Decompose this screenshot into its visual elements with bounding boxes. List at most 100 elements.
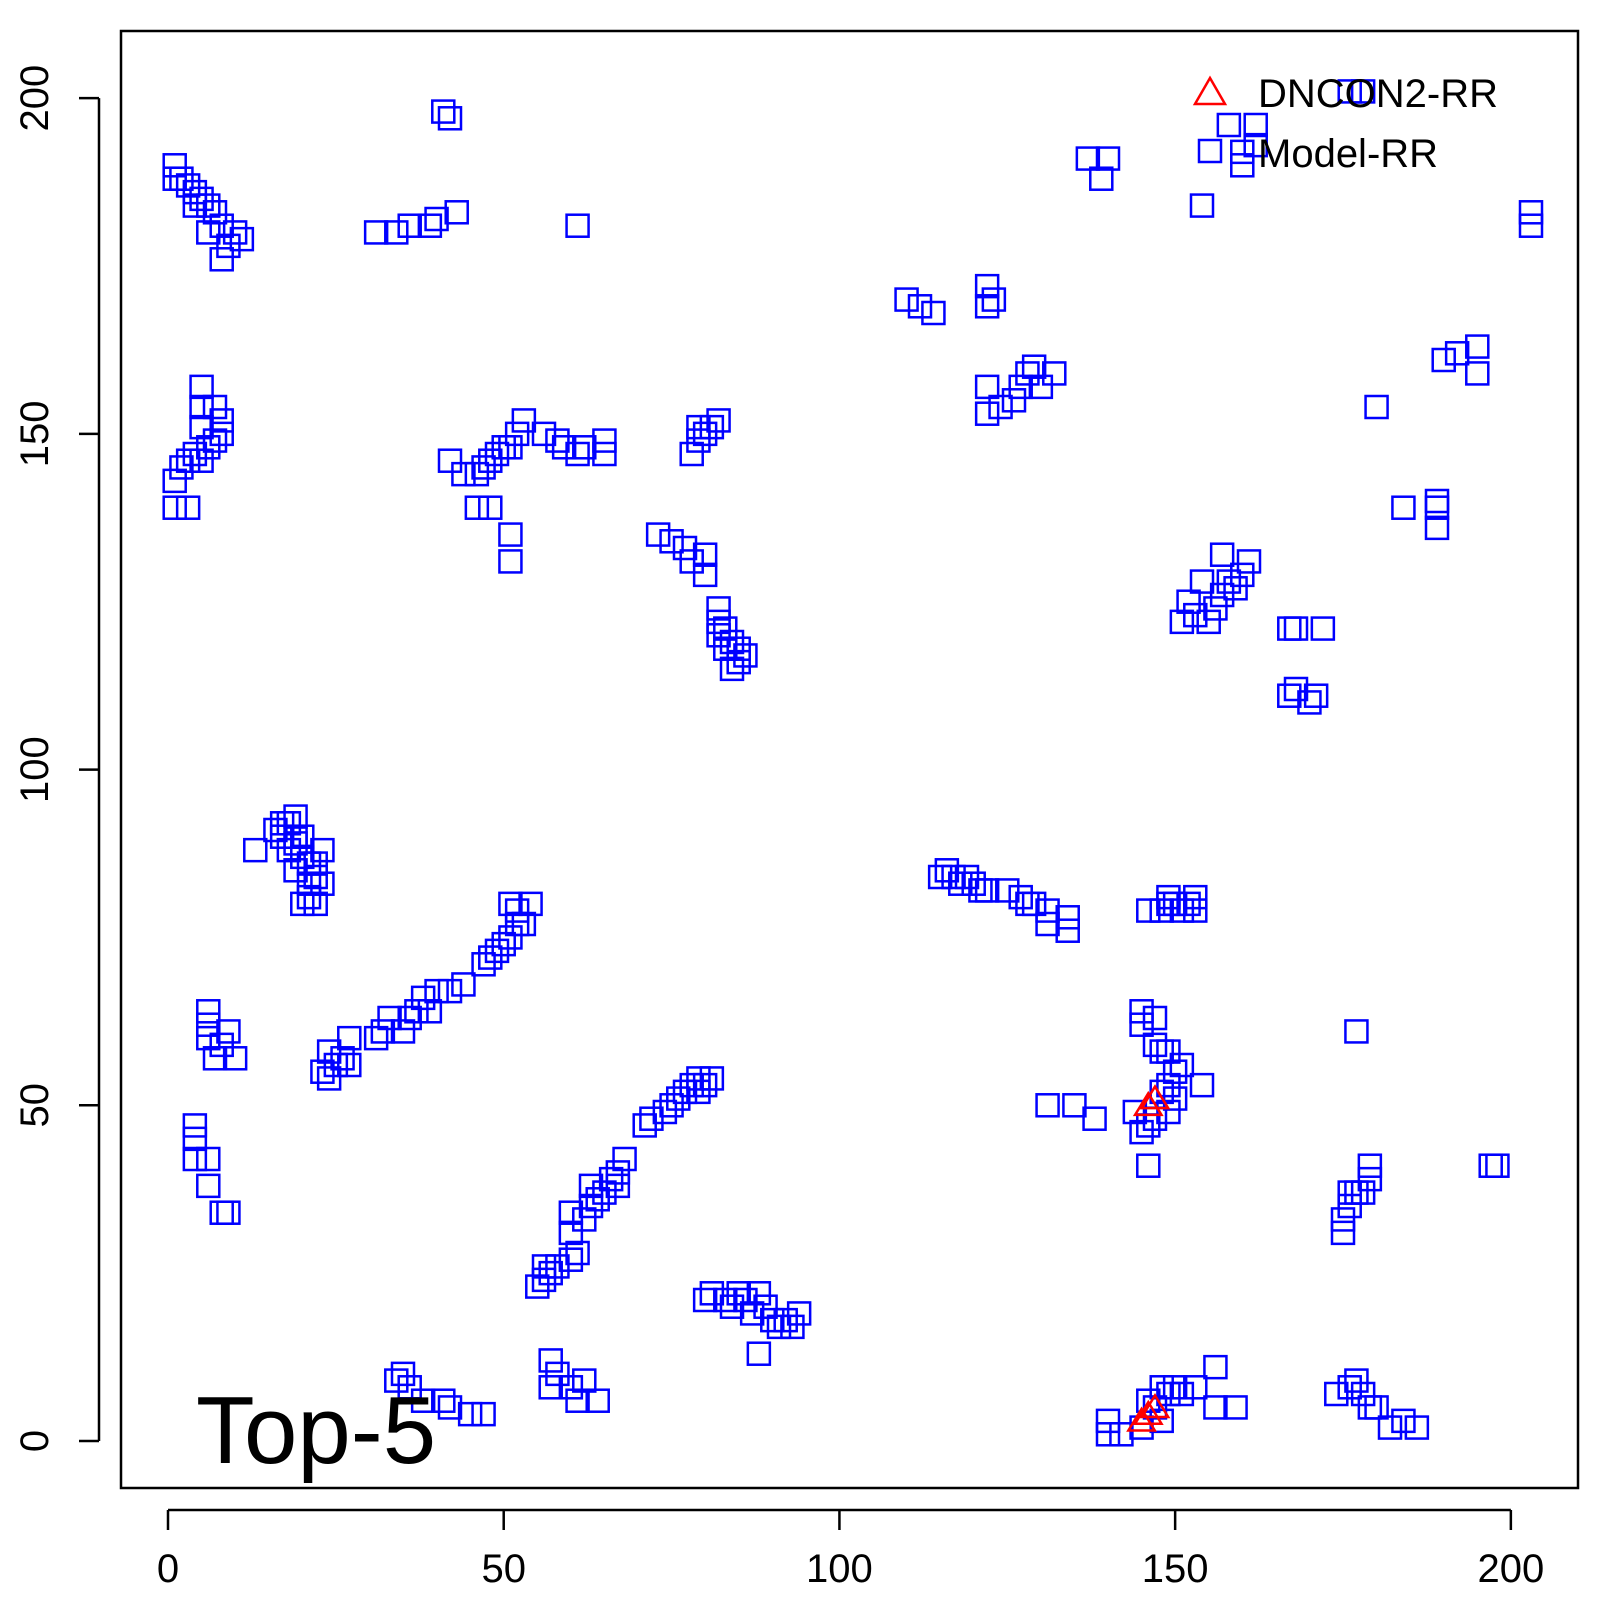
model-rr-point	[209, 213, 234, 238]
model-rr-point	[1136, 1153, 1161, 1178]
model-rr-point	[907, 294, 933, 319]
model-rr-point	[699, 1281, 725, 1306]
model-rr-point	[1169, 898, 1195, 923]
model-rr-point	[1156, 1099, 1181, 1125]
model-rr-point	[1283, 676, 1309, 702]
model-rr-point	[1277, 616, 1302, 641]
model-rr-point	[1095, 1408, 1121, 1434]
model-rr-point	[1162, 1086, 1188, 1111]
model-rr-point	[363, 1025, 389, 1051]
model-rr-point	[538, 1375, 563, 1400]
model-rr-point	[162, 166, 187, 191]
model-rr-point	[1156, 1039, 1181, 1064]
model-rr-point	[706, 609, 731, 635]
model-rr-point	[263, 817, 288, 843]
model-rr-point	[726, 1281, 751, 1306]
model-rr-point	[1424, 515, 1450, 541]
model-rr-point	[699, 414, 725, 440]
model-rr-point	[1183, 1375, 1208, 1400]
model-rr-point	[733, 1287, 758, 1313]
model-rr-point	[1109, 1422, 1134, 1447]
model-rr-point	[269, 824, 295, 849]
dncon2-rr-point	[1139, 1393, 1171, 1419]
model-rr-point	[578, 1173, 604, 1199]
legend: DNCON2-RR Model-RR	[1192, 72, 1498, 176]
model-rr-point	[1330, 1220, 1356, 1246]
model-rr-point	[974, 878, 1000, 903]
model-rr-point	[632, 1113, 657, 1138]
model-rr-point	[1136, 898, 1161, 923]
model-rr-point	[585, 1187, 610, 1212]
model-rr-point	[196, 220, 221, 245]
model-rr-point	[504, 898, 530, 923]
model-rr-point	[1297, 690, 1322, 715]
model-rr-point	[746, 1341, 772, 1366]
model-rr-point	[1444, 341, 1470, 366]
model-rr-point	[1465, 361, 1490, 386]
model-rr-point	[1176, 891, 1201, 917]
model-rr-point	[189, 448, 214, 473]
model-rr-point	[337, 1025, 362, 1051]
model-rr-point	[692, 421, 718, 447]
model-rr-point	[1183, 898, 1208, 923]
model-rr-point	[726, 649, 751, 675]
model-rr-point	[1183, 884, 1208, 910]
model-rr-point	[1243, 112, 1268, 138]
model-rr-point	[175, 173, 201, 198]
model-rr-point	[431, 1388, 456, 1413]
model-rr-point	[1162, 1375, 1188, 1400]
model-rr-point	[283, 804, 308, 829]
model-rr-point	[934, 858, 960, 883]
model-rr-point	[196, 1025, 221, 1051]
model-rr-point	[605, 1160, 631, 1185]
model-rr-point	[692, 1287, 718, 1313]
model-rr-point	[1243, 132, 1268, 158]
x-axis: 0 50 100 150 200	[157, 1508, 1544, 1591]
model-rr-point	[390, 1361, 416, 1387]
model-rr-point	[538, 1348, 563, 1373]
model-rr-point	[1021, 354, 1047, 379]
model-rr-point	[551, 435, 577, 460]
x-tick-label: 0	[157, 1547, 179, 1591]
model-rr-point	[1337, 1375, 1362, 1400]
model-rr-point	[686, 1066, 711, 1091]
model-rr-point	[679, 441, 704, 467]
model-rr-point	[706, 408, 731, 433]
model-rr-point	[1189, 1072, 1215, 1098]
dncon2-rr-point	[1126, 1406, 1158, 1432]
model-rr-point	[1230, 139, 1255, 165]
model-rr-point	[1518, 200, 1544, 225]
model-rr-point	[196, 435, 221, 460]
model-rr-point	[1357, 1395, 1383, 1420]
y-tick-label: 200	[13, 65, 57, 132]
model-rr-point	[182, 1146, 208, 1172]
model-rr-point	[1008, 374, 1033, 400]
model-rr-point	[531, 1267, 557, 1293]
x-tick-label: 200	[1477, 1547, 1544, 1591]
model-rr-point	[410, 1388, 436, 1413]
model-rr-point	[337, 1052, 362, 1078]
model-rr-point	[303, 851, 328, 876]
model-rr-point	[592, 1180, 617, 1205]
model-rr-point	[739, 1301, 765, 1326]
model-rr-point	[1156, 1072, 1181, 1098]
model-rr-point	[410, 985, 436, 1011]
model-rr-point	[692, 1072, 718, 1098]
model-rr-point	[1142, 1005, 1168, 1031]
model-rr-point	[733, 643, 758, 668]
model-rr-point	[276, 837, 302, 863]
model-rr-point	[1082, 1106, 1107, 1131]
model-rr-point	[202, 394, 228, 420]
model-rr-point	[464, 461, 490, 487]
model-rr-point	[189, 394, 214, 420]
model-rr-point	[558, 1220, 584, 1246]
model-rr-point	[397, 1005, 422, 1031]
model-rr-point	[719, 656, 745, 682]
x-tick-label: 100	[806, 1547, 873, 1591]
model-rr-point	[719, 1294, 745, 1319]
model-rr-point	[974, 401, 1000, 426]
model-rr-point	[592, 428, 617, 453]
model-rr-point	[451, 461, 476, 487]
dncon2-rr-point	[1132, 1399, 1164, 1425]
